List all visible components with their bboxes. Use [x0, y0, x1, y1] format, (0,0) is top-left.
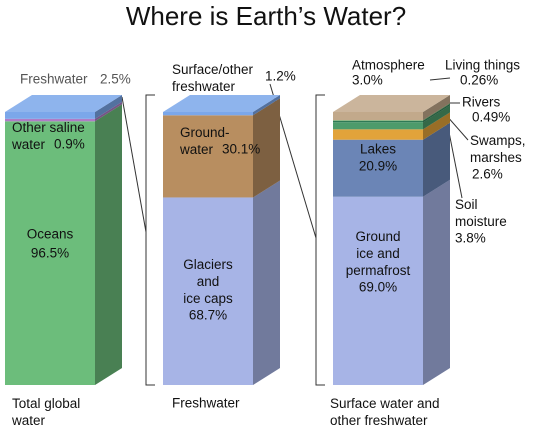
bar-side — [253, 180, 280, 385]
bar-top — [163, 95, 280, 112]
category-label: Freshwater — [172, 396, 240, 411]
bar-top-light — [163, 95, 280, 112]
bar-segment — [333, 129, 423, 140]
bar-side-shade — [423, 122, 450, 197]
bar-side — [95, 95, 122, 119]
segment-label: Ground-water — [179, 125, 230, 157]
segment-label: Swamps, marshes — [470, 133, 526, 165]
bar-side — [423, 122, 450, 197]
value-label: 69.0% — [359, 280, 397, 295]
bracket — [315, 94, 325, 386]
bar-segment — [333, 139, 423, 197]
bar-side — [95, 101, 122, 122]
bar-top-light — [333, 95, 450, 112]
bar-segment — [333, 120, 423, 123]
bar-side — [423, 103, 450, 121]
bar-segment — [333, 112, 423, 121]
value-label: 2.5% — [100, 72, 131, 87]
bar-side-shade — [423, 112, 450, 140]
segment-label: Soil moisture — [455, 197, 507, 229]
bar-side-shade — [423, 103, 450, 121]
segment-label: Living things — [445, 58, 520, 73]
leader-line — [429, 77, 451, 81]
segment-label: Ground ice and permafrost — [346, 229, 411, 278]
bar-side-shade — [95, 95, 122, 119]
value-label: 30.1% — [222, 142, 260, 157]
chart-title: Where is Earth’s Water? — [126, 1, 406, 31]
segment-label: Lakes — [360, 142, 396, 157]
bar-segment — [5, 112, 95, 119]
segment-label: Other saline water — [11, 120, 85, 152]
bar-side — [423, 179, 450, 385]
category-label: Total global water — [11, 396, 80, 428]
bar-segment — [333, 120, 423, 121]
bar-segment — [163, 115, 253, 198]
bar-segment — [5, 121, 95, 385]
bar-side — [253, 95, 280, 116]
value-label: 3.0% — [352, 73, 383, 88]
bar-side-shade — [423, 95, 450, 121]
bar-side-shade — [95, 104, 122, 385]
bar-side-shade — [253, 95, 280, 116]
bar-top-light — [5, 95, 122, 112]
value-label: 0.26% — [460, 73, 498, 88]
value-label: 0.49% — [472, 110, 510, 125]
value-label: 68.7% — [189, 308, 227, 323]
bar-segment — [163, 197, 253, 385]
category-label: Surface water and other freshwater — [330, 396, 440, 428]
bar-side — [423, 105, 450, 130]
segment-label: Freshwater — [20, 72, 88, 87]
bar-side-shade — [423, 179, 450, 385]
bar-side-shade — [95, 101, 122, 122]
value-label: 0.9% — [54, 137, 85, 152]
segment-label: Oceans — [27, 227, 74, 242]
segment-label: Surface/other freshwater — [172, 62, 254, 94]
bar-side-shade — [253, 98, 280, 198]
value-label: 3.8% — [455, 231, 486, 246]
bar-side-shade — [423, 105, 450, 130]
bar-side — [95, 104, 122, 385]
bar-side-shade — [253, 180, 280, 385]
bar-segment — [163, 112, 253, 116]
bar-side — [253, 98, 280, 198]
bar-side — [423, 95, 450, 121]
value-label: 96.5% — [31, 246, 69, 261]
bar-segment — [5, 118, 95, 122]
value-label: 1.2% — [265, 69, 296, 84]
segment-label: Atmosphere — [352, 58, 425, 73]
bracket — [145, 94, 155, 386]
segment-label: Rivers — [462, 95, 501, 110]
value-label: 2.6% — [472, 167, 503, 182]
bar-side-shade — [423, 103, 450, 123]
connector — [121, 96, 147, 233]
bar-top — [5, 95, 122, 112]
bar-top — [333, 95, 450, 112]
bar-segment — [333, 196, 423, 385]
segment-label: Glaciers and ice caps — [183, 257, 233, 306]
bar-side — [423, 112, 450, 140]
bar-segment — [333, 122, 423, 130]
bar-side — [423, 103, 450, 123]
value-label: 20.9% — [359, 159, 397, 174]
